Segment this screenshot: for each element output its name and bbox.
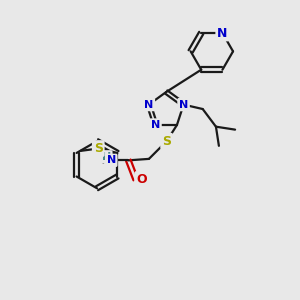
Text: N: N [217, 26, 228, 40]
Text: N: N [106, 155, 116, 165]
Text: S: S [94, 142, 103, 155]
Text: H: H [102, 152, 111, 162]
Text: N: N [179, 100, 188, 110]
Text: N: N [151, 120, 160, 130]
Text: N: N [144, 100, 154, 110]
Text: S: S [162, 135, 171, 148]
Text: O: O [136, 173, 147, 186]
